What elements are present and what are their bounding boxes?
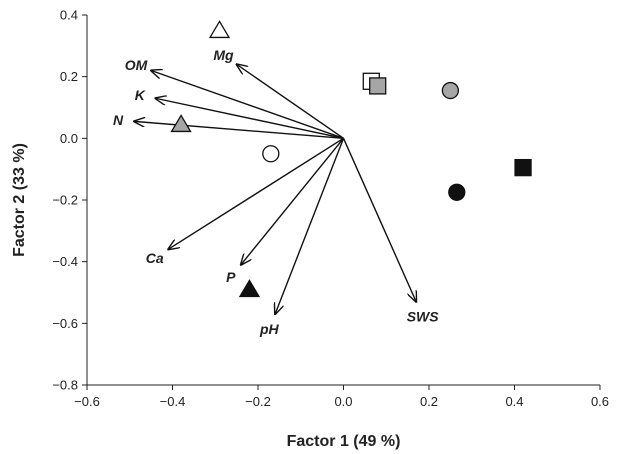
y-tick-label: −0.6 [52, 316, 78, 331]
vector-arrow-sws [342, 138, 417, 301]
vector-label-ph: pH [259, 321, 280, 337]
y-tick-label: −0.8 [52, 378, 78, 393]
x-tick-label: −0.2 [245, 394, 271, 409]
vector-label-n: N [113, 112, 124, 128]
open-circle-point [262, 145, 280, 163]
y-tick-label: 0.4 [60, 8, 78, 23]
x-tick-label: −0.6 [74, 394, 100, 409]
x-axis-title: Factor 1 (49 %) [287, 433, 401, 450]
grey-square-point [369, 77, 387, 95]
y-tick-label: 0.2 [60, 69, 78, 84]
vector-label-om: OM [125, 57, 148, 73]
sample-points [170, 20, 532, 298]
vector-label-ca: Ca [146, 250, 164, 266]
vector-arrow-om [151, 71, 344, 139]
vector-arrow-p [241, 137, 345, 264]
x-tick-label: 0.0 [334, 394, 352, 409]
x-tick-label: 0.4 [505, 394, 523, 409]
vector-label-sws: SWS [407, 308, 440, 324]
vector-arrow-mg [237, 64, 344, 139]
vector-label-p: P [226, 269, 236, 285]
grey-triangle-point [170, 114, 192, 133]
y-tick-label: −0.2 [52, 193, 78, 208]
y-tick-label: 0.0 [60, 131, 78, 146]
vector-label-k: K [135, 87, 146, 103]
loading-vectors: OM Mg KN Ca PpH SWS [113, 47, 439, 337]
black-square-point [514, 158, 532, 177]
x-tick-label: 0.2 [420, 394, 438, 409]
black-triangle-point [238, 279, 261, 298]
grey-circle-point [441, 81, 460, 100]
vector-label-mg: Mg [213, 47, 234, 63]
y-tick-label: −0.4 [52, 254, 78, 269]
axes: −0.6 −0.4 −0.2 0.0 0.2 0.4 0.6 0.4 0.2 0.0 −0.2 −0.… [52, 8, 609, 410]
vector-arrow-ca [168, 137, 344, 249]
vector-arrow-ph [275, 138, 345, 314]
open-triangle-point [208, 20, 231, 39]
x-tick-label: −0.4 [160, 394, 186, 409]
y-axis-title: Factor 2 (33 %) [11, 143, 28, 257]
x-tick-label: 0.6 [591, 394, 609, 409]
black-circle-point [448, 183, 466, 201]
vector-arrow-n [134, 121, 344, 140]
vector-arrow-k [155, 98, 344, 140]
